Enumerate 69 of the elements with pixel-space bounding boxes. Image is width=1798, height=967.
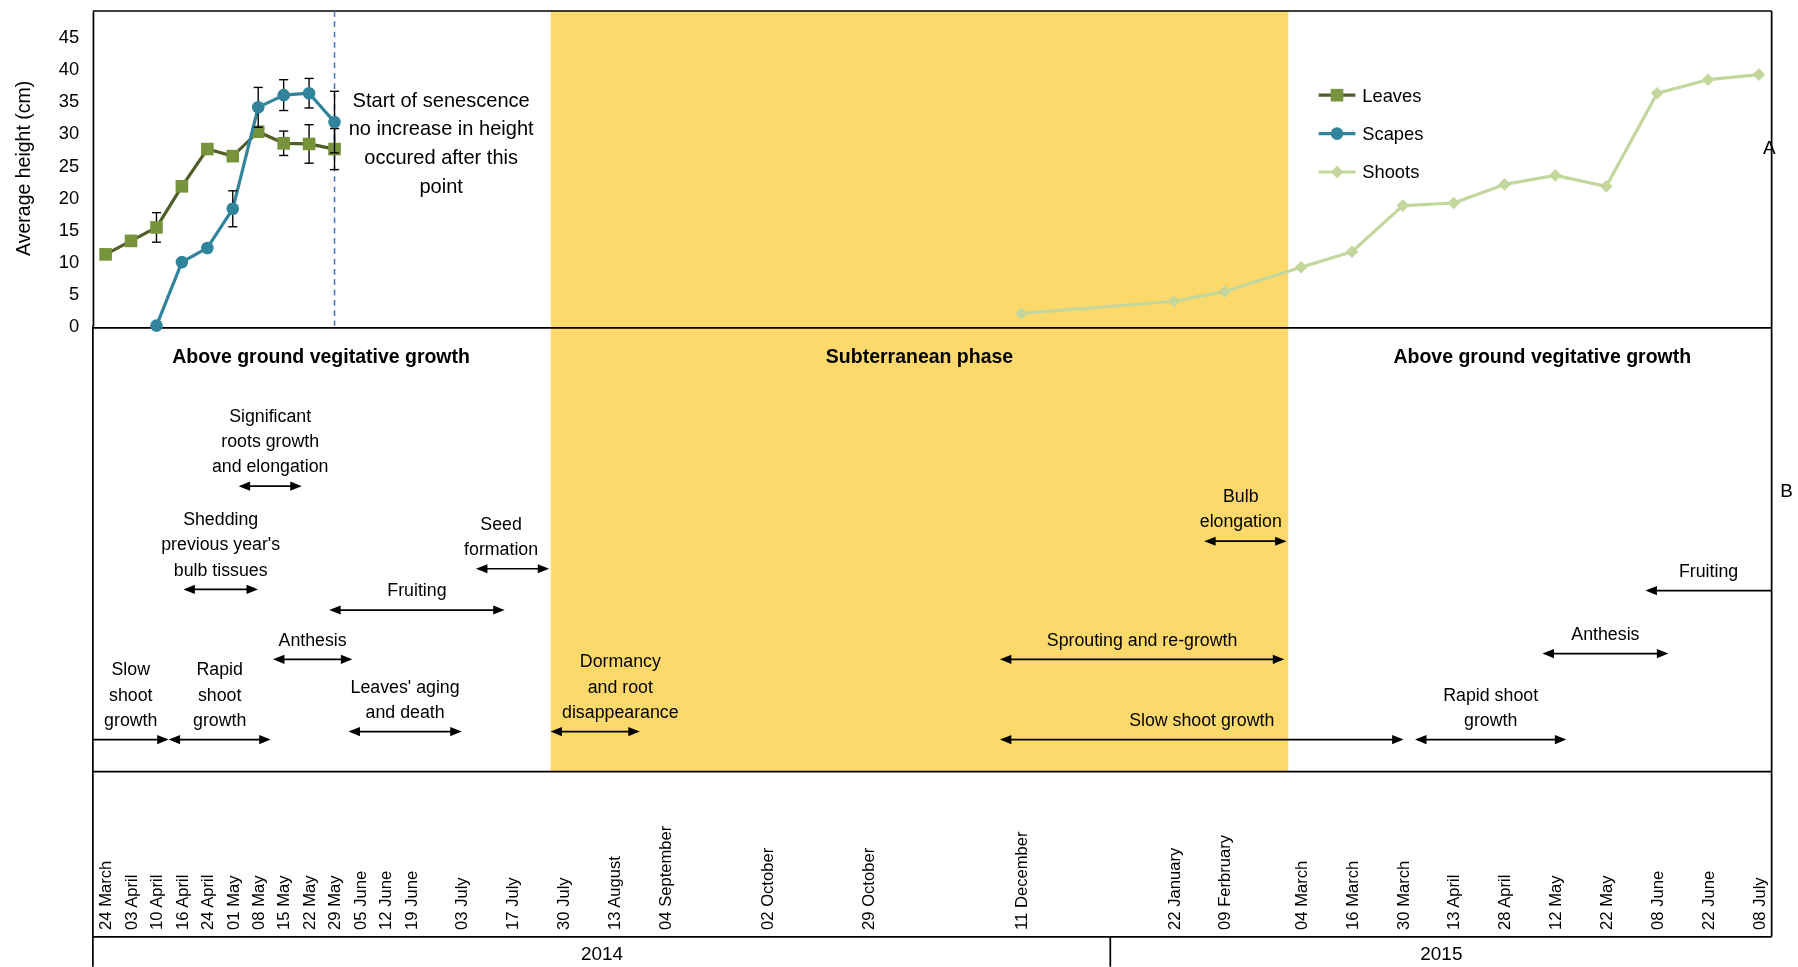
category-label: 12 May [1546, 874, 1566, 930]
text: Anthesis [278, 629, 347, 650]
category-label: 13 April [1444, 874, 1464, 930]
category-label: 16 March [1342, 860, 1362, 930]
text: Dormancy and root disappearance [562, 651, 679, 722]
category-label: 05 June [350, 870, 370, 930]
y-tick-label: 5 [68, 283, 80, 304]
legend-label: Scapes [1362, 123, 1424, 145]
text: Above ground vegitative growth [1393, 345, 1692, 368]
category-label: 28 April [1495, 874, 1515, 930]
band-label: Subterranean phase [825, 345, 1014, 368]
text: Anthesis [1571, 623, 1640, 644]
category-label: 08 July [1749, 876, 1769, 930]
y-tick-label: 40 [58, 58, 80, 80]
category-label: 15 May [274, 874, 294, 930]
category-label: 10 April [147, 874, 167, 930]
category-label: 04 September [655, 825, 675, 930]
text: Seed formation [464, 513, 539, 559]
y-tick-label: 15 [58, 218, 80, 240]
category-label: 17 July [503, 876, 523, 930]
text: Bulb elongation [1199, 486, 1282, 532]
category-label: 29 May [325, 874, 345, 930]
category-label: 03 April [121, 874, 141, 930]
text: 2015 [1420, 942, 1463, 964]
y-tick-label: 35 [58, 90, 80, 112]
y-tick-label: 30 [58, 122, 80, 144]
text: Rapid shoot growth [1443, 684, 1539, 730]
text: Above ground vegitative growth [172, 345, 470, 368]
category-label: 13 August [605, 855, 625, 930]
category-label: 02 October [757, 847, 777, 930]
text: Significant roots growth and elongation [211, 405, 329, 477]
y-tick-label: 0 [68, 315, 80, 337]
text: Shedding previous year's bulb tissues [161, 509, 281, 580]
legend-label: Leaves [1362, 84, 1422, 106]
text: Fruiting [1678, 560, 1739, 581]
y-tick-label: 10 [58, 250, 80, 272]
text: B [1780, 479, 1793, 501]
category-label: 30 July [554, 876, 574, 930]
category-label: 08 May [248, 874, 268, 930]
category-label: 04 March [1291, 860, 1311, 930]
category-label: 12 June [376, 870, 396, 930]
text: Leaves' aging and death [350, 676, 460, 722]
legend-label: Shoots [1362, 161, 1420, 183]
category-label: 22 June [1698, 870, 1718, 930]
y-tick-label: 20 [58, 186, 80, 208]
category-label: 19 June [401, 870, 421, 930]
category-label: 16 April [172, 874, 192, 930]
text: Rapid shoot growth [193, 659, 247, 730]
category-label: 22 May [1597, 874, 1617, 930]
category-label: 30 March [1393, 860, 1413, 930]
category-label: 01 May [223, 874, 243, 930]
text: 2014 [580, 942, 624, 964]
category-label: 22 January [1164, 847, 1184, 930]
y-axis-title: Average height (cm) [11, 80, 34, 256]
category-label: 03 July [452, 876, 472, 930]
category-label: 09 Ferbruary [1215, 834, 1235, 930]
category-label: 11 December [1012, 831, 1032, 930]
text: Slow shoot growth [1129, 709, 1275, 730]
category-label: 22 May [299, 874, 319, 930]
category-label: 08 June [1647, 870, 1667, 930]
category-label: 24 April [198, 874, 218, 930]
y-tick-label: 25 [58, 154, 80, 176]
text: Fruiting [387, 580, 447, 601]
text: Slow shoot growth [104, 659, 158, 730]
y-tick-label: 45 [58, 26, 80, 48]
category-label: 24 March [96, 860, 116, 930]
ref-line-label: Start of senescence no increase in height occured after this point [348, 88, 535, 197]
text: Sprouting and re-growth [1046, 629, 1238, 650]
category-label: 29 October [859, 847, 879, 930]
